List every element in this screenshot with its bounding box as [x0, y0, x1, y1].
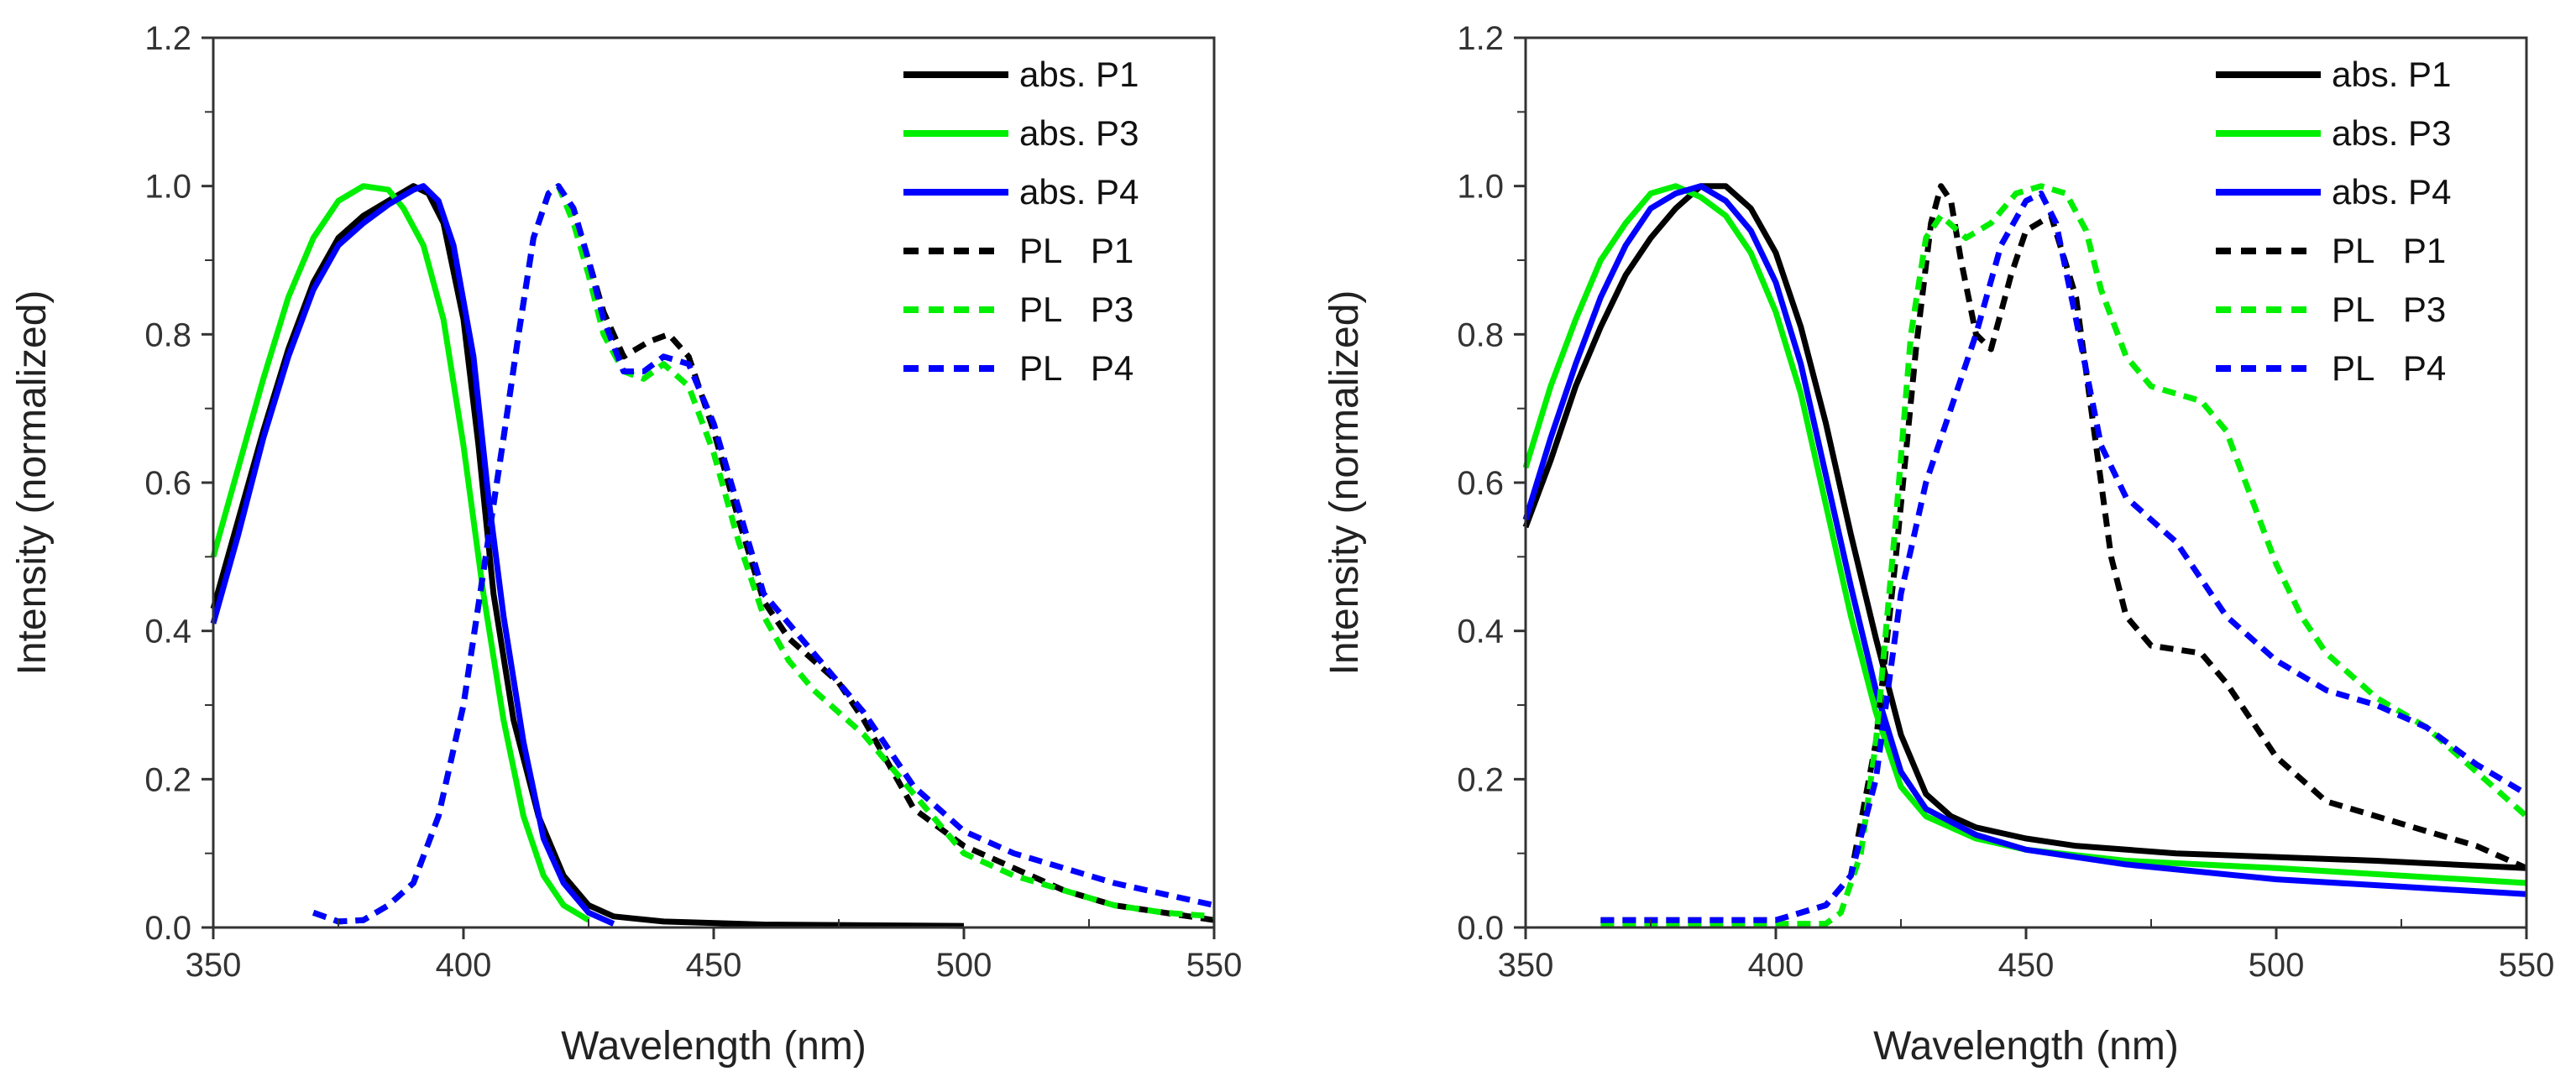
legend-label: PL P1 [1019, 231, 1134, 270]
y-tick-label: 0.4 [144, 614, 191, 650]
series-line-abs-p1 [210, 183, 965, 929]
x-tick-label: 350 [186, 947, 242, 984]
legend-label: abs. P3 [2332, 113, 2451, 153]
series-line-pl-p4 [312, 183, 1215, 925]
legend-label: abs. P3 [1019, 113, 1139, 153]
x-tick-label: 550 [2499, 947, 2555, 984]
y-axis-title: Intensity (normalized) [1322, 290, 1367, 676]
y-tick-label: 0.8 [1457, 316, 1504, 353]
y-tick-label: 1.0 [144, 169, 191, 206]
series-line-abs-p4 [210, 183, 615, 927]
x-tick-label: 550 [1186, 947, 1243, 984]
x-tick-label: 500 [2249, 947, 2305, 984]
x-tick-label: 500 [936, 947, 992, 984]
legend-label: abs. P4 [1019, 172, 1139, 212]
legend-label: PL P4 [1019, 348, 1134, 388]
x-tick-label: 400 [1748, 947, 1804, 984]
y-tick-label: 1.2 [1457, 20, 1504, 57]
y-tick-label: 0.2 [144, 761, 191, 798]
y-tick-label: 0.4 [1457, 614, 1504, 650]
plot-frame [212, 36, 1216, 929]
series-line-pl-p3 [1600, 183, 2529, 927]
y-tick-label: 0.0 [144, 910, 191, 947]
y-tick-label: 0.6 [1457, 465, 1504, 502]
right-panel: 350 400 450 500 550 0.0 0.2 0.4 0.6 0.8 1.0 1.2 Wave… [1322, 20, 2554, 1068]
x-tick-label: 350 [1498, 947, 1554, 984]
x-tick-label: 450 [1998, 947, 2055, 984]
plot-frame [1524, 36, 2528, 929]
series-line-pl-p1 [1600, 183, 2528, 923]
legend-label: PL P3 [2332, 290, 2446, 329]
series-line-abs-p4 [1522, 183, 2527, 897]
legend-label: PL P1 [2332, 231, 2446, 270]
legend-label: abs. P4 [2332, 172, 2451, 212]
x-tick-label: 400 [436, 947, 492, 984]
x-axis-title: Wavelength (nm) [561, 1024, 867, 1068]
y-tick-label: 1.0 [1457, 169, 1504, 206]
y-tick-label: 0.6 [144, 465, 191, 502]
x-axis-title: Wavelength (nm) [1873, 1024, 2179, 1068]
series-line-abs-p3 [210, 183, 590, 923]
series-line-abs-p1 [1522, 183, 2527, 871]
legend-label: abs. P1 [1019, 55, 1139, 94]
x-tick-label: 450 [686, 947, 742, 984]
y-tick-label: 0.8 [144, 316, 191, 353]
y-tick-label: 1.2 [144, 20, 191, 57]
y-axis-title: Intensity (normalized) [10, 290, 55, 676]
legend-label: PL P4 [2332, 348, 2446, 388]
y-tick-label: 0.0 [1457, 910, 1504, 947]
y-tick-label: 0.2 [1457, 761, 1504, 798]
left-panel: 350 400 450 500 550 0.0 0.2 0.4 0.6 0.8 1.0 1.2 Wave… [10, 20, 1242, 1068]
legend-label: abs. P1 [2332, 55, 2451, 94]
legend-label: PL P3 [1019, 290, 1134, 329]
